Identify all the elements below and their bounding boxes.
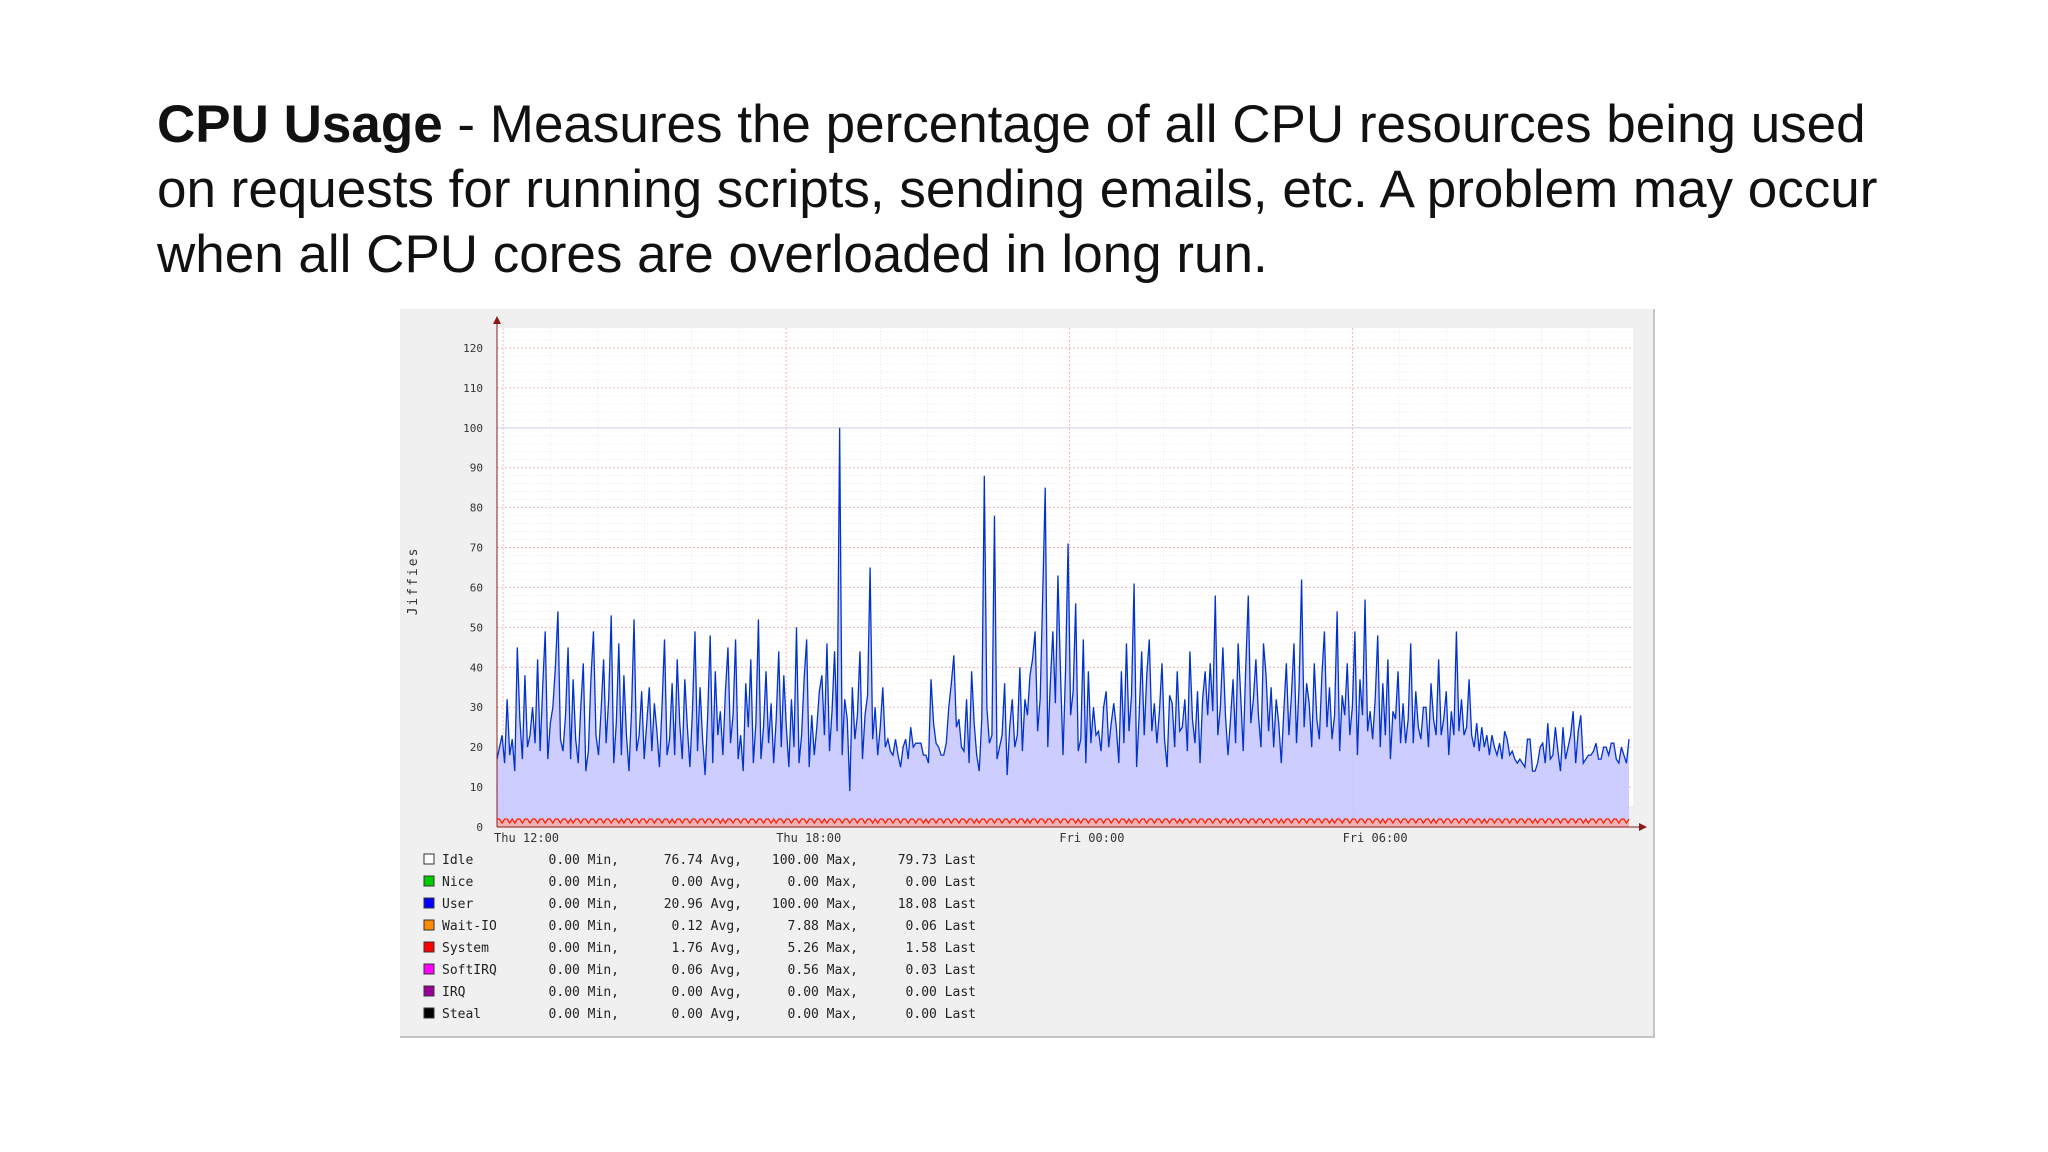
system-area	[497, 819, 1629, 827]
legend-max: 0.56 Max,	[788, 963, 858, 978]
legend-min: 0.00 Min,	[549, 963, 619, 978]
heading-description: - Measures the percentage of all CPU res…	[157, 95, 1878, 284]
legend-last: 79.73 Last	[898, 853, 976, 868]
legend-swatch	[423, 875, 435, 887]
legend-max: 0.00 Max,	[788, 1007, 858, 1022]
legend-min: 0.00 Min,	[549, 919, 619, 934]
y-tick-label: 20	[470, 741, 483, 754]
legend-max: 0.00 Max,	[788, 985, 858, 1000]
legend-swatch	[423, 919, 435, 931]
legend-max: 0.00 Max,	[788, 875, 858, 890]
legend-avg: 1.76 Avg,	[672, 941, 742, 956]
legend-row: Nice 0.00 Min, 0.00 Avg, 0.00 Max, 0.00 Last	[423, 875, 976, 890]
legend-row: IRQ 0.00 Min, 0.00 Avg, 0.00 Max, 0.00 Last	[423, 985, 976, 1000]
legend-avg: 0.00 Avg,	[672, 875, 742, 890]
y-tick-label: 90	[470, 462, 483, 475]
legend-last: 18.08 Last	[898, 897, 976, 912]
user-area	[497, 427, 1629, 827]
system-series-line	[497, 817, 1630, 825]
legend-last: 0.00 Last	[906, 875, 976, 890]
legend-row: System 0.00 Min, 1.76 Avg, 5.26 Max, 1.58 La…	[423, 941, 976, 956]
legend-swatch	[423, 963, 435, 975]
y-tick-label: 70	[470, 542, 483, 555]
legend-last: 0.00 Last	[906, 1007, 976, 1022]
legend-max: 5.26 Max,	[788, 941, 858, 956]
legend-row: User 0.00 Min, 20.96 Avg, 100.00 Max, 18.08 …	[423, 897, 976, 912]
y-tick-label: 100	[463, 422, 483, 435]
slide-heading: CPU Usage - Measures the percentage of a…	[157, 92, 1917, 287]
legend-swatch	[423, 985, 435, 997]
legend-name: Idle	[442, 853, 473, 868]
x-axis-arrow	[1639, 823, 1647, 831]
legend-avg: 0.00 Avg,	[672, 985, 742, 1000]
legend-last: 0.06 Last	[906, 919, 976, 934]
legend-swatch	[423, 1007, 435, 1019]
legend-name: User	[442, 897, 473, 912]
x-tick-labels: Thu 12:00 Thu 18:00 Fri 00:00 Fri 06:00	[494, 831, 1408, 845]
legend-max: 100.00 Max,	[772, 897, 858, 912]
legend-min: 0.00 Min,	[549, 985, 619, 1000]
legend-max: 100.00 Max,	[772, 853, 858, 868]
y-tick-label: 120	[463, 342, 483, 355]
y-tick-label: 10	[470, 781, 483, 794]
legend-swatch	[423, 897, 435, 909]
y-tick-label: 80	[470, 502, 483, 515]
legend-min: 0.00 Min,	[549, 897, 619, 912]
y-tick-label: 30	[470, 701, 483, 714]
legend-avg: 0.00 Avg,	[672, 1007, 742, 1022]
legend-min: 0.00 Min,	[549, 941, 619, 956]
legend-swatch	[423, 853, 435, 865]
legend-min: 0.00 Min,	[549, 875, 619, 890]
x-tick-label: Fri 06:00	[1343, 831, 1408, 845]
legend-row: Steal 0.00 Min, 0.00 Avg, 0.00 Max, 0.00 Las…	[423, 1007, 976, 1022]
user-series-line	[496, 427, 1630, 792]
x-tick-label: Fri 00:00	[1059, 831, 1124, 845]
x-tick-label: Thu 18:00	[776, 831, 841, 845]
series-layer	[496, 427, 1630, 827]
legend-row: Wait-IO 0.00 Min, 0.12 Avg, 7.88 Max, 0.06 L…	[423, 919, 976, 934]
axes	[493, 316, 1647, 831]
legend-last: 1.58 Last	[906, 941, 976, 956]
y-tick-label: 60	[470, 581, 483, 594]
legend-min: 0.00 Min,	[549, 853, 619, 868]
legend-name: IRQ	[442, 985, 466, 1000]
y-tick-label: 40	[470, 661, 483, 674]
legend-last: 0.00 Last	[906, 985, 976, 1000]
y-tick-label: 110	[463, 382, 483, 395]
legend-avg: 0.06 Avg,	[672, 963, 742, 978]
legend-row: Idle 0.00 Min, 76.74 Avg, 100.00 Max, 79.73 …	[423, 853, 976, 868]
y-axis-label: Jiffies	[406, 547, 421, 616]
y-tick-label: 0	[476, 821, 483, 834]
legend-name: System	[442, 941, 489, 956]
cpu-usage-graph-panel: 0 10 20 30 40 50 60 70 80 90 100 110 120 Thu 12:00 Th…	[400, 309, 1655, 1038]
legend-name: SoftIRQ	[442, 963, 497, 978]
legend-max: 7.88 Max,	[788, 919, 858, 934]
legend-swatch	[423, 941, 435, 953]
legend-avg: 0.12 Avg,	[672, 919, 742, 934]
y-tick-labels: 0 10 20 30 40 50 60 70 80 90 100 110 120	[463, 342, 483, 834]
legend: Idle 0.00 Min, 76.74 Avg, 100.00 Max, 79.73 …	[423, 853, 976, 1022]
legend-last: 0.03 Last	[906, 963, 976, 978]
legend-min: 0.00 Min,	[549, 1007, 619, 1022]
legend-name: Nice	[442, 875, 473, 890]
x-tick-label: Thu 12:00	[494, 831, 559, 845]
y-tick-label: 50	[470, 621, 483, 634]
y-axis-arrow	[493, 316, 501, 324]
legend-avg: 76.74 Avg,	[664, 853, 742, 868]
legend-row: SoftIRQ 0.00 Min, 0.06 Avg, 0.56 Max, 0.03 L…	[423, 963, 976, 978]
legend-avg: 20.96 Avg,	[664, 897, 742, 912]
legend-name: Wait-IO	[442, 919, 497, 934]
heading-term: CPU Usage	[157, 95, 443, 154]
legend-name: Steal	[442, 1007, 481, 1022]
